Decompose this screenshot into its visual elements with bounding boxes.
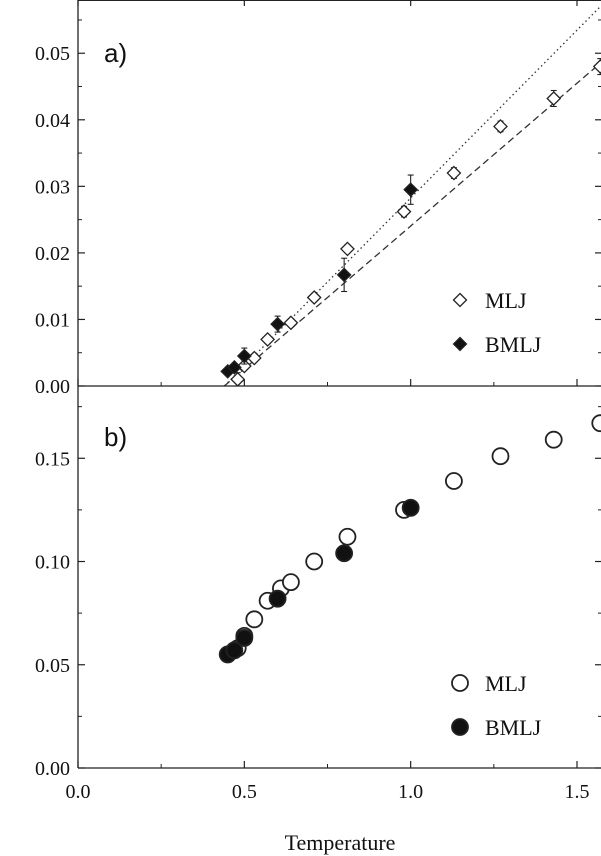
data-point-mlj — [338, 527, 357, 546]
data-point-mlj — [245, 610, 264, 629]
data-point-bmlj — [401, 498, 420, 517]
data-point-mlj — [283, 315, 299, 331]
data-point-mlj — [446, 165, 462, 181]
data-point-bmlj — [236, 348, 252, 364]
y-tick-label: 0.01 — [35, 309, 70, 331]
y-tick-label: 0.00 — [35, 758, 70, 780]
data-point-mlj — [306, 290, 322, 305]
y-tick-label: 0.15 — [35, 448, 70, 470]
x-tick-label: 1.5 — [565, 781, 590, 803]
data-point-mlj — [546, 91, 562, 106]
y-tick-label: 0.03 — [35, 176, 70, 198]
data-point-mlj — [445, 472, 463, 490]
data-point-bmlj — [336, 267, 352, 283]
data-point-bmlj — [268, 589, 287, 608]
legend-marker-mlj — [451, 674, 469, 692]
y-tick-label: 0.04 — [35, 110, 70, 132]
data-point-mlj — [591, 414, 601, 433]
x-tick-label: 1.0 — [398, 781, 423, 803]
data-point-bmlj — [226, 359, 242, 375]
y-tick-label: 0.05 — [35, 655, 70, 677]
data-point-mlj — [236, 358, 252, 374]
legend-marker-bmlj — [451, 718, 469, 736]
legend-marker-bmlj — [452, 336, 468, 352]
data-point-mlj — [396, 204, 412, 220]
panel-b: 0.00 0.05 0.10 0.15 0.0 0.5 1.0 1.5 b) MLJ BMLJ — [35, 386, 601, 803]
legend-label-bmlj: BMLJ — [485, 332, 542, 357]
panel-b-legend: MLJ BMLJ — [451, 671, 542, 740]
panel-a-label: a) — [104, 38, 127, 68]
legend-label-bmlj: BMLJ — [485, 715, 542, 740]
data-point-mlj — [340, 241, 355, 257]
legend-label-mlj: MLJ — [485, 288, 527, 313]
data-point-mlj — [544, 430, 563, 449]
data-point-mlj — [491, 447, 510, 466]
data-point-mlj — [493, 119, 508, 134]
data-point-bmlj — [403, 182, 419, 198]
panel-a-legend: MLJ BMLJ — [452, 288, 542, 357]
data-point-bmlj — [225, 641, 244, 660]
y-tick-label: 0.10 — [35, 552, 70, 574]
x-tick-label: 0.5 — [232, 781, 257, 803]
data-point-bmlj — [270, 316, 286, 332]
legend-marker-mlj — [452, 292, 468, 308]
x-tick-label: 0.0 — [66, 781, 91, 803]
data-point-mlj — [282, 573, 300, 592]
legend-label-mlj: MLJ — [485, 671, 527, 696]
data-point-mlj — [260, 331, 276, 347]
panel-b-label: b) — [104, 422, 127, 452]
data-point-bmlj — [235, 629, 254, 647]
y-tick-label: 0.00 — [35, 376, 70, 398]
data-point-mlj — [592, 59, 601, 74]
data-point-mlj — [305, 552, 324, 571]
panel-a: 0.00 0.01 0.02 0.03 0.04 0.05 a) MLJ BMLJ — [35, 0, 601, 398]
data-point-bmlj — [335, 544, 354, 563]
dashed-fit-line — [223, 62, 601, 386]
x-axis-title: Temperature — [285, 830, 396, 855]
y-tick-label: 0.02 — [35, 243, 70, 265]
y-tick-label: 0.05 — [35, 43, 70, 65]
